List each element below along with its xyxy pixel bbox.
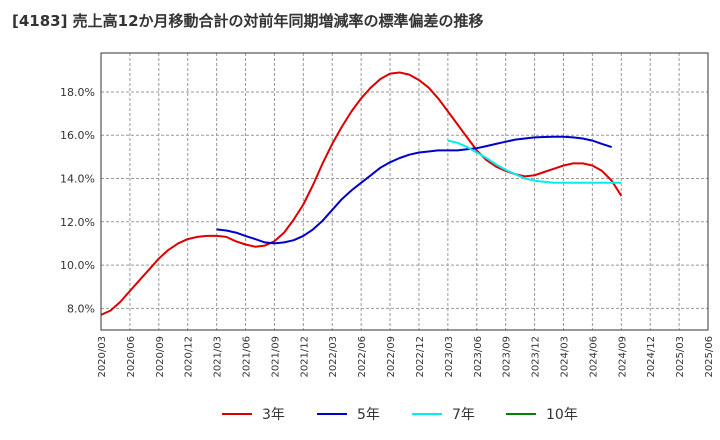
x-tick-label: 2022/03	[328, 336, 339, 378]
legend-label: 10年	[546, 407, 578, 423]
x-tick-label: 2023/09	[502, 336, 513, 378]
plot-area-border	[100, 52, 709, 331]
x-tick-label: 2023/12	[531, 336, 542, 378]
x-tick-label: 2021/12	[299, 336, 310, 378]
x-tick-label: 2023/06	[473, 336, 484, 378]
x-tick-label: 2020/09	[155, 336, 166, 378]
x-tick-label: 2025/06	[704, 336, 715, 378]
legend-label: 5年	[357, 407, 380, 423]
x-tick-label: 2022/06	[357, 336, 368, 378]
x-tick-label: 2020/03	[97, 336, 108, 378]
x-tick-label: 2023/03	[444, 336, 455, 378]
y-tick-label: 14.0%	[60, 173, 95, 186]
x-tick-label: 2021/03	[213, 336, 224, 378]
x-tick-label: 2020/06	[126, 336, 137, 378]
legend-label: 3年	[262, 407, 285, 423]
legend-label: 7年	[452, 407, 475, 423]
y-axis: 8.0% 10.0% 12.0% 14.0% 16.0% 18.0%	[60, 86, 95, 315]
y-tick-label: 8.0%	[67, 302, 95, 315]
x-tick-label: 2021/06	[242, 336, 253, 378]
series-line	[100, 71, 623, 316]
chart-title: [4183] 売上高12か月移動合計の対前年同期増減率の標準偏差の推移	[12, 12, 484, 30]
series-lines	[100, 71, 623, 316]
y-tick-label: 18.0%	[60, 86, 95, 99]
series-line	[216, 135, 613, 245]
x-tick-label: 2024/12	[646, 336, 657, 378]
x-tick-label: 2021/09	[270, 336, 281, 378]
x-axis: 2020/03 2020/06 2020/09 2020/12 2021/03 2021/…	[97, 336, 715, 378]
series-line	[447, 139, 622, 184]
x-tick-label: 2024/03	[559, 336, 570, 378]
x-tick-label: 2024/09	[617, 336, 628, 378]
y-tick-label: 12.0%	[60, 216, 95, 229]
x-tick-label: 2022/12	[415, 336, 426, 378]
x-tick-label: 2020/12	[184, 336, 195, 378]
x-tick-label: 2025/03	[675, 336, 686, 378]
y-tick-label: 16.0%	[60, 129, 95, 142]
grid	[100, 53, 709, 330]
x-tick-label: 2024/06	[588, 336, 599, 378]
y-tick-label: 10.0%	[60, 259, 95, 272]
x-tick-label: 2022/09	[386, 336, 397, 378]
legend: 3年 5年 7年 10年	[222, 407, 578, 423]
